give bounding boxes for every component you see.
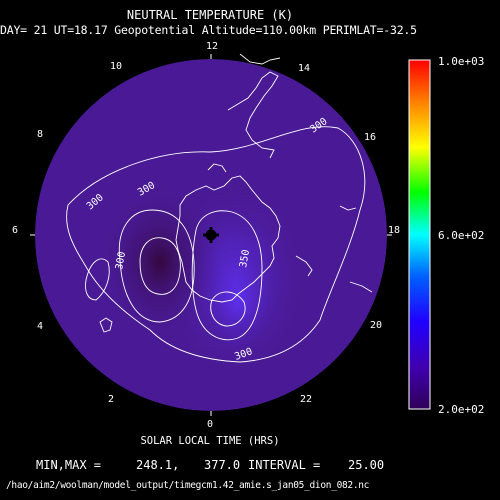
colorbar-max-label: 1.0e+03 (438, 55, 485, 68)
interval-value: 25.00 (348, 458, 385, 472)
colorbar-min-label: 2.0e+02 (438, 403, 485, 416)
hour-label-0: 0 (207, 419, 214, 430)
coastline-north-fragment (239, 53, 281, 65)
file-path: /hao/aim2/woolman/model_output/timegcm1.… (6, 480, 370, 491)
max-value: 377.0 (204, 458, 241, 472)
coastline-south-america (175, 175, 281, 303)
coastline-tasmania (99, 317, 113, 333)
coastlines (99, 53, 373, 333)
hour-label-10: 10 (110, 61, 123, 72)
contour-300-inner-left (118, 209, 195, 323)
contour-325-right (191, 210, 263, 341)
colorbar-ramp (408, 59, 431, 410)
min-value: 248.1, (136, 458, 180, 472)
hour-label-16: 16 (364, 132, 377, 143)
plot-title: NEUTRAL TEMPERATURE (K) (126, 8, 294, 22)
hour-label-2: 2 (108, 394, 115, 405)
contour-300-outer (66, 126, 366, 363)
hour-label-20: 20 (370, 320, 383, 331)
hour-label-14: 14 (298, 63, 311, 74)
hour-label-22: 22 (300, 394, 313, 405)
contour-350-core (210, 291, 246, 327)
hour-label-8: 8 (37, 129, 44, 140)
hour-label-6: 6 (12, 225, 19, 236)
plus-marker-icon (203, 227, 219, 243)
coastline-antarctic-peninsula (227, 71, 279, 159)
hour-label-4: 4 (37, 321, 44, 332)
interval-label: INTERVAL = (248, 458, 321, 472)
contour-lines (66, 126, 366, 363)
minmax-label: MIN,MAX = (36, 458, 102, 472)
cold-core (130, 220, 190, 304)
hour-label-18: 18 (388, 225, 401, 236)
contour-label-300-inner: 300 (114, 251, 128, 271)
contour-275-core (139, 237, 181, 295)
coastline-islands (207, 163, 373, 293)
colorbar-mid-label: 6.0e+02 (438, 229, 485, 242)
contour-300-left-lobe (85, 258, 110, 301)
plot-subtitle: DAY= 21 UT=18.17 Geopotential Altitude=1… (0, 23, 417, 37)
hour-label-12: 12 (206, 41, 219, 52)
colorbar (408, 59, 431, 410)
hour-ticks (30, 54, 392, 416)
axis-label-local-time: SOLAR LOCAL TIME (HRS) (140, 435, 280, 447)
contour-label-350: 350 (238, 249, 252, 269)
